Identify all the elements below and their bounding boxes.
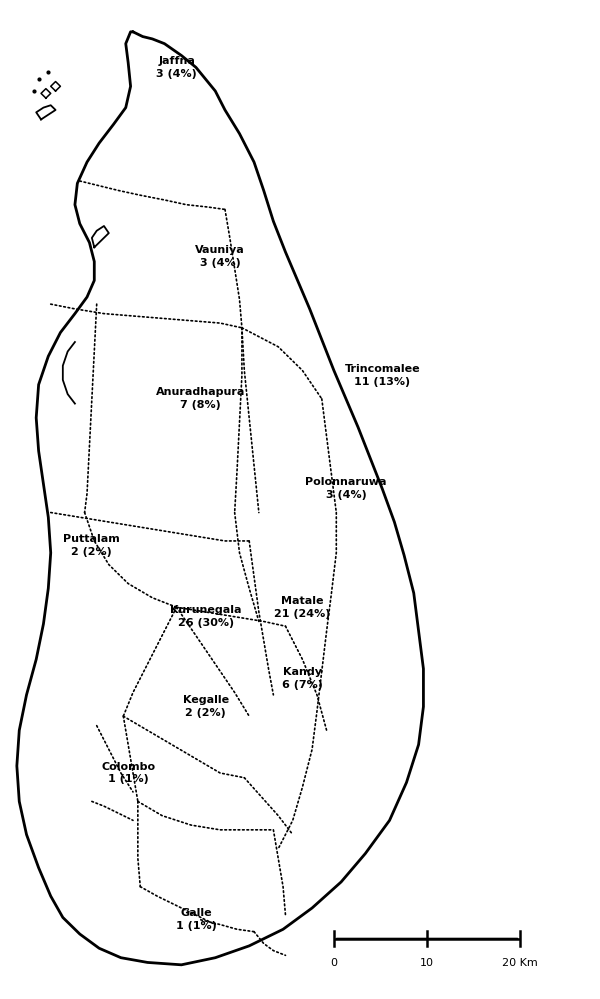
Text: Jaffna
3 (4%): Jaffna 3 (4%) bbox=[156, 56, 197, 79]
Text: Vauniya
3 (4%): Vauniya 3 (4%) bbox=[195, 246, 245, 268]
Text: Puttalam
2 (2%): Puttalam 2 (2%) bbox=[64, 534, 120, 557]
Text: 0: 0 bbox=[331, 958, 337, 968]
Text: Kurunegala
26 (30%): Kurunegala 26 (30%) bbox=[170, 605, 241, 628]
Text: Kegalle
2 (2%): Kegalle 2 (2%) bbox=[182, 695, 229, 718]
Text: Trincomalee
11 (13%): Trincomalee 11 (13%) bbox=[344, 364, 420, 387]
Text: 10: 10 bbox=[420, 958, 434, 968]
Text: Kandy
6 (7%): Kandy 6 (7%) bbox=[282, 667, 323, 689]
Text: 20 Km: 20 Km bbox=[502, 958, 538, 968]
Text: Matale
21 (24%): Matale 21 (24%) bbox=[274, 595, 331, 618]
Text: Anuradhapura
7 (8%): Anuradhapura 7 (8%) bbox=[156, 388, 245, 411]
Text: Colombo
1 (1%): Colombo 1 (1%) bbox=[101, 761, 155, 784]
Text: Polonnaruwa
3 (4%): Polonnaruwa 3 (4%) bbox=[305, 478, 387, 500]
Text: Galle
1 (1%): Galle 1 (1%) bbox=[176, 908, 217, 931]
